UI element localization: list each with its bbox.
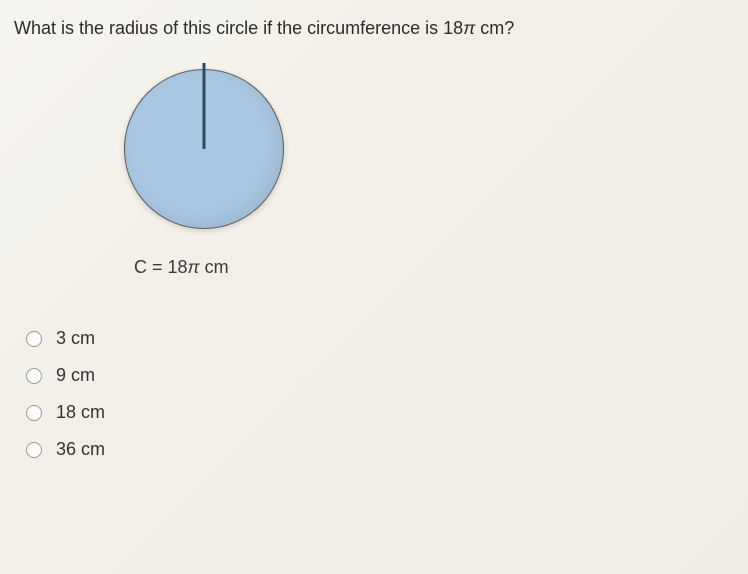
option-label: 9 cm [56,365,95,386]
option-label: 36 cm [56,439,105,460]
radio-icon[interactable] [26,331,42,347]
option-label: 3 cm [56,328,95,349]
option-b[interactable]: 9 cm [26,365,734,386]
radio-icon[interactable] [26,442,42,458]
pi-symbol: π [463,18,475,38]
figure-area [124,69,734,229]
question-page: What is the radius of this circle if the… [0,0,748,574]
figure-caption: C = 18π cm [134,257,734,278]
question-text: What is the radius of this circle if the… [14,18,734,39]
question-value-num: 18 [443,18,463,38]
option-d[interactable]: 36 cm [26,439,734,460]
question-prefix: What is the radius of this circle if the… [14,18,443,38]
question-value-unit: cm? [475,18,514,38]
radio-icon[interactable] [26,368,42,384]
option-c[interactable]: 18 cm [26,402,734,423]
pi-symbol: π [188,257,200,277]
radio-icon[interactable] [26,405,42,421]
option-label: 18 cm [56,402,105,423]
radius-line [203,63,206,149]
caption-lhs: C [134,257,147,277]
caption-eq: = [147,257,168,277]
caption-num: 18 [168,257,188,277]
caption-unit: cm [200,257,229,277]
option-a[interactable]: 3 cm [26,328,734,349]
options-list: 3 cm 9 cm 18 cm 36 cm [26,328,734,460]
circle-wrap [124,69,284,229]
